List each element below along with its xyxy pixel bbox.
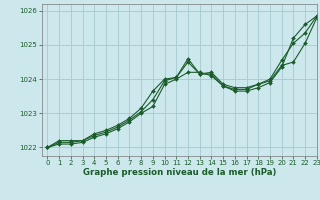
X-axis label: Graphe pression niveau de la mer (hPa): Graphe pression niveau de la mer (hPa) — [83, 168, 276, 177]
